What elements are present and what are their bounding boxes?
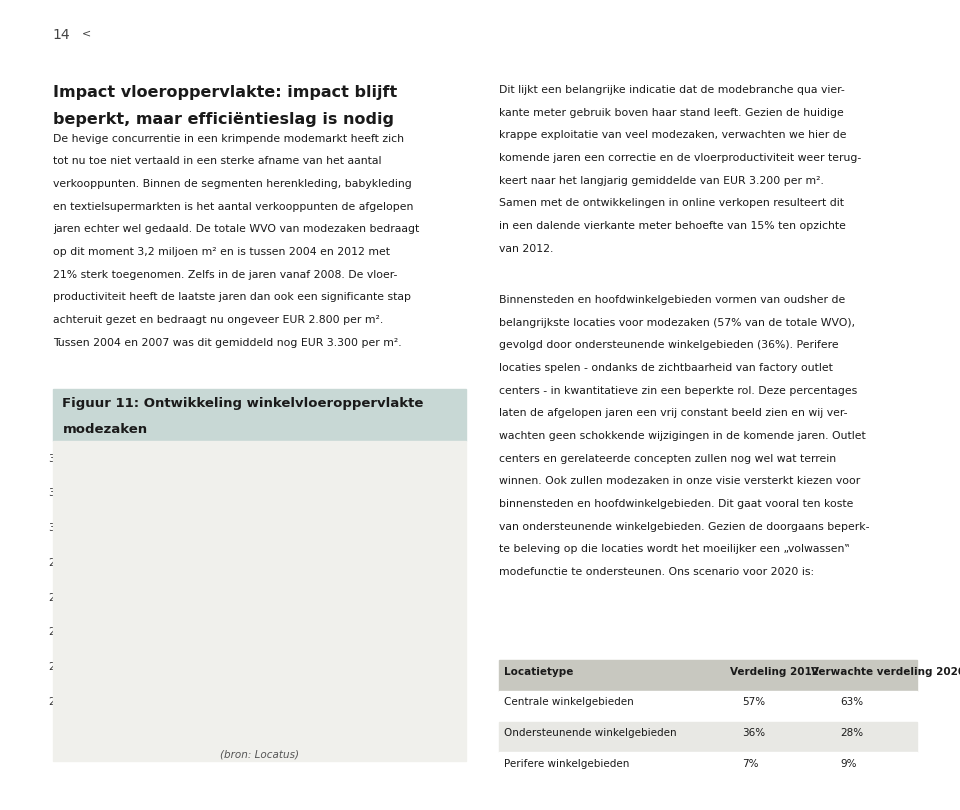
Text: 28%: 28% [840,728,863,738]
Text: centers - in kwantitatieve zin een beperkte rol. Deze percentages: centers - in kwantitatieve zin een beper… [499,386,857,395]
Bar [217,555,239,810]
Bar [348,499,371,810]
Bar [380,494,403,810]
Text: Tussen 2004 en 2007 was dit gemiddeld nog EUR 3.300 per m².: Tussen 2004 en 2007 was dit gemiddeld no… [53,338,401,347]
Text: belangrijkste locaties voor modezaken (57% van de totale WVO),: belangrijkste locaties voor modezaken (5… [499,318,855,327]
Bar [315,506,338,810]
Text: Dit lijkt een belangrijke indicatie dat de modebranche qua vier-: Dit lijkt een belangrijke indicatie dat … [499,85,845,95]
Text: Figuur 11: Ontwikkeling winkelvloeroppervlakte: Figuur 11: Ontwikkeling winkelvloeropper… [62,397,423,410]
Text: Verwachte verdeling 2020: Verwachte verdeling 2020 [811,667,960,676]
Text: Ondersteunende winkelgebieden: Ondersteunende winkelgebieden [504,728,677,738]
Text: <: < [82,28,91,38]
Text: beperkt, maar efficiëntieslag is nodig: beperkt, maar efficiëntieslag is nodig [53,112,394,127]
Text: achteruit gezet en bedraagt nu ongeveer EUR 2.800 per m².: achteruit gezet en bedraagt nu ongeveer … [53,315,383,325]
Text: Impact vloeroppervlakte: impact blijft: Impact vloeroppervlakte: impact blijft [53,85,397,100]
Text: 36%: 36% [742,728,765,738]
Text: laten de afgelopen jaren een vrij constant beeld zien en wij ver-: laten de afgelopen jaren een vrij consta… [499,408,848,418]
Text: te beleving op die locaties wordt het moeilijker een „volwassen‟: te beleving op die locaties wordt het mo… [499,544,850,554]
Text: (bron: Locatus): (bron: Locatus) [220,750,299,760]
Text: winnen. Ook zullen modezaken in onze visie versterkt kiezen voor: winnen. Ook zullen modezaken in onze vis… [499,476,860,486]
Text: 21% sterk toegenomen. Zelfs in de jaren vanaf 2008. De vloer-: 21% sterk toegenomen. Zelfs in de jaren … [53,270,397,279]
Text: 57%: 57% [742,697,765,707]
Bar [282,517,305,810]
Text: tot nu toe niet vertaald in een sterke afname van het aantal: tot nu toe niet vertaald in een sterke a… [53,156,381,166]
Text: van ondersteunende winkelgebieden. Gezien de doorgaans beperk-: van ondersteunende winkelgebieden. Gezie… [499,522,870,531]
Text: locaties spelen - ondanks de zichtbaarheid van factory outlet: locaties spelen - ondanks de zichtbaarhe… [499,363,833,373]
Text: 9%: 9% [840,759,856,769]
Text: modefunctie te ondersteunen. Ons scenario voor 2020 is:: modefunctie te ondersteunen. Ons scenari… [499,567,814,577]
Text: krappe exploitatie van veel modezaken, verwachten we hier de: krappe exploitatie van veel modezaken, v… [499,130,847,140]
Text: Locatietype: Locatietype [504,667,573,676]
Text: Centrale winkelgebieden: Centrale winkelgebieden [504,697,634,707]
Text: op dit moment 3,2 miljoen m² en is tussen 2004 en 2012 met: op dit moment 3,2 miljoen m² en is tusse… [53,247,390,257]
Legend: WVO in m², Aantal verkooppunten: WVO in m², Aantal verkooppunten [100,745,329,764]
Text: 63%: 63% [840,697,863,707]
Text: kante meter gebruik boven haar stand leeft. Gezien de huidige: kante meter gebruik boven haar stand lee… [499,108,844,117]
Text: Perifere winkelgebieden: Perifere winkelgebieden [504,759,630,769]
Text: Verdeling 2012: Verdeling 2012 [730,667,819,676]
Text: en textielsupermarkten is het aantal verkooppunten de afgelopen: en textielsupermarkten is het aantal ver… [53,202,413,211]
Text: productiviteit heeft de laatste jaren dan ook een significante stap: productiviteit heeft de laatste jaren da… [53,292,411,302]
Text: binnensteden en hoofdwinkelgebieden. Dit gaat vooral ten koste: binnensteden en hoofdwinkelgebieden. Dit… [499,499,853,509]
Text: in een dalende vierkante meter behoefte van 15% ten opzichte: in een dalende vierkante meter behoefte … [499,221,846,231]
Text: verkooppunten. Binnen de segmenten herenkleding, babykleding: verkooppunten. Binnen de segmenten heren… [53,179,412,189]
Text: modezaken: modezaken [62,423,148,436]
Text: De hevige concurrentie in een krimpende modemarkt heeft zich: De hevige concurrentie in een krimpende … [53,134,404,143]
Bar [184,570,206,810]
Text: centers en gerelateerde concepten zullen nog wel wat terrein: centers en gerelateerde concepten zullen… [499,454,836,463]
Bar [119,593,141,810]
Text: Samen met de ontwikkelingen in online verkopen resulteert dit: Samen met de ontwikkelingen in online ve… [499,198,844,208]
Text: wachten geen schokkende wijzigingen in de komende jaren. Outlet: wachten geen schokkende wijzigingen in d… [499,431,866,441]
Text: gevolgd door ondersteunende winkelgebieden (36%). Perifere: gevolgd door ondersteunende winkelgebied… [499,340,839,350]
Text: 7%: 7% [742,759,758,769]
Bar [152,583,174,810]
Text: van 2012.: van 2012. [499,244,554,254]
Text: komende jaren een correctie en de vloerproductiviteit weer terug-: komende jaren een correctie en de vloerp… [499,153,861,163]
Bar [250,534,273,810]
Text: jaren echter wel gedaald. De totale WVO van modezaken bedraagt: jaren echter wel gedaald. De totale WVO … [53,224,420,234]
Text: keert naar het langjarig gemiddelde van EUR 3.200 per m².: keert naar het langjarig gemiddelde van … [499,176,824,185]
Text: 14: 14 [53,28,70,42]
Text: Binnensteden en hoofdwinkelgebieden vormen van oudsher de: Binnensteden en hoofdwinkelgebieden vorm… [499,295,846,305]
